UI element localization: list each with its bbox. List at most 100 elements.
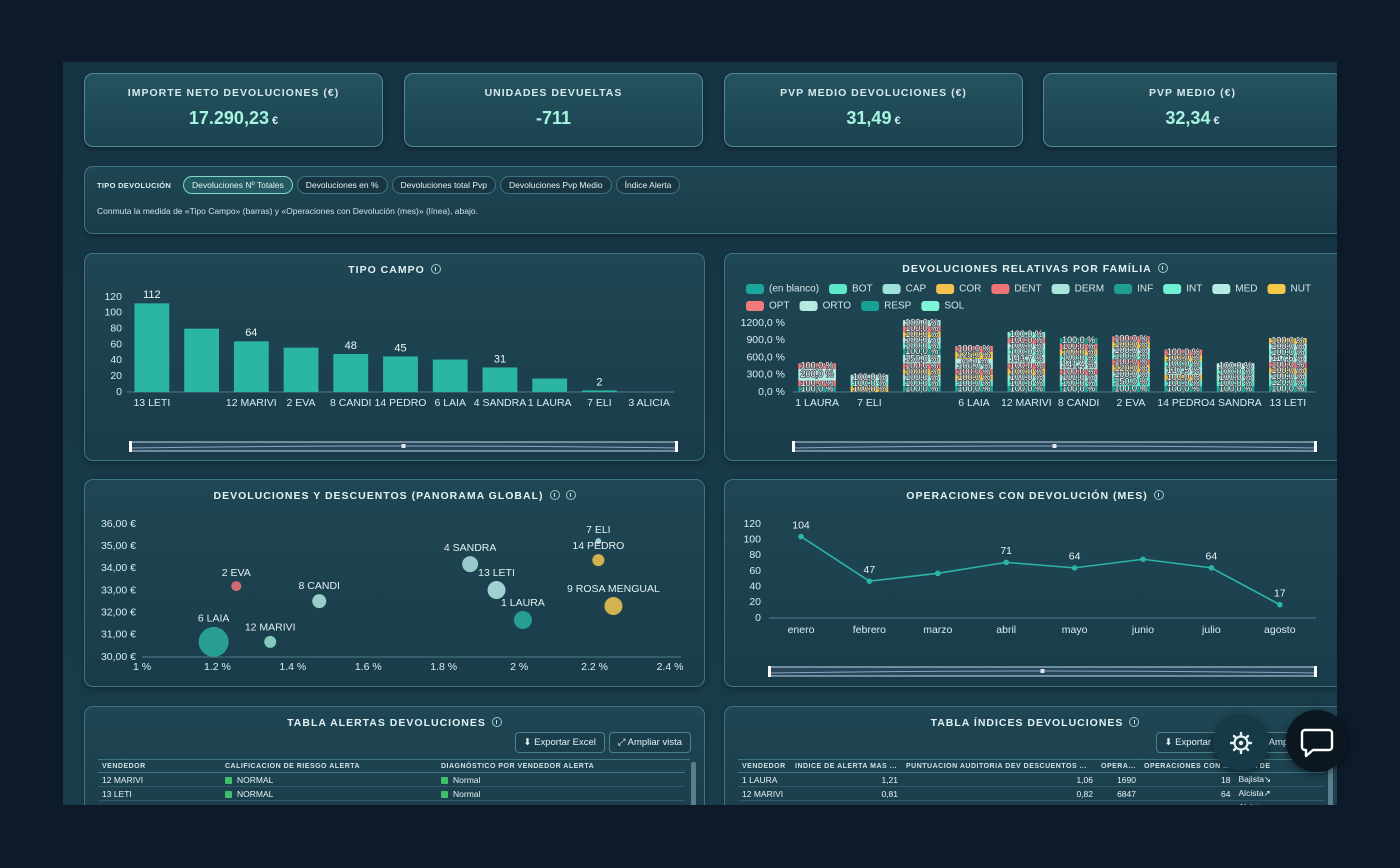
- bar-segment: [902, 348, 941, 355]
- bar-segment: [902, 386, 941, 392]
- table-cell: NORMAL: [221, 800, 437, 805]
- bar-segment: [798, 363, 836, 369]
- table-row[interactable]: 1 LAURA 1,21 1,06 1690 18 Bajista↘: [738, 772, 1325, 787]
- bar-segment: [850, 386, 889, 392]
- chart-panel: DEVOLUCIONES RELATIVAS POR FAMÍLIA 0,0 %…: [724, 253, 1337, 461]
- x-tick-label: 13 LETI: [1269, 397, 1306, 409]
- filter-option[interactable]: Devoluciones en %: [296, 176, 388, 194]
- bar-segment: [902, 354, 941, 364]
- cell-text: 12 MARIVI: [102, 774, 144, 785]
- filter-option[interactable]: Devoluciones Pvp Medio: [500, 176, 612, 194]
- data-table: VENDEDOR CALIFICACION DE RIESGO ALERTA DIA…: [98, 760, 685, 805]
- info-icon[interactable]: [1157, 263, 1168, 273]
- info-icon[interactable]: [1153, 490, 1164, 500]
- zoom-handle[interactable]: [675, 441, 678, 452]
- data-label: 137,5 %: [1167, 365, 1200, 375]
- bar-segment: [1112, 353, 1150, 360]
- bar-segment: [902, 343, 941, 349]
- legend-item[interactable]: COR: [936, 284, 981, 295]
- x-tick-label: 3 ALICIA: [628, 397, 669, 409]
- table-row[interactable]: 2 EVA NORMAL Normal: [98, 800, 685, 805]
- data-label: 100,0 %: [905, 317, 938, 327]
- x-tick-label: 14 PEDRO: [1157, 397, 1209, 409]
- bar-segment: [1269, 343, 1307, 350]
- x-tick-label: 1.6 %: [355, 661, 382, 673]
- data-label: 100,0 %: [801, 361, 834, 371]
- legend-item[interactable]: MED: [1212, 284, 1258, 295]
- legend-item[interactable]: CAP: [882, 284, 927, 295]
- filter-option[interactable]: Índice Alerta: [615, 176, 681, 194]
- data-label: 2: [596, 376, 602, 388]
- line-point: [1071, 565, 1078, 571]
- info-icon[interactable]: [549, 490, 560, 500]
- bar-segment: [902, 325, 941, 332]
- info-icon[interactable]: [1129, 717, 1140, 727]
- filter-option[interactable]: Devoluciones total Pvp: [391, 176, 497, 194]
- kpi-label: UNIDADES DEVUELTAS: [484, 87, 623, 99]
- table-row[interactable]: 12 MARIVI NORMAL Normal: [98, 772, 685, 787]
- legend-swatch: [882, 284, 901, 294]
- y-tick-label: 32,00 €: [101, 606, 136, 618]
- table-row[interactable]: 13 LETI NORMAL Normal: [98, 786, 685, 801]
- zoom-handle[interactable]: [768, 666, 771, 677]
- kpi-card: PVP MEDIO DEVOLUCIONES (€) 31,49 €: [724, 73, 1023, 147]
- legend-item[interactable]: (en blanco): [746, 284, 819, 295]
- bar-segment: [1007, 337, 1046, 344]
- legend-item[interactable]: SOL: [921, 301, 965, 312]
- action-button[interactable]: ⬇ Exportar Excel: [514, 732, 605, 753]
- legend-item[interactable]: DENT: [991, 284, 1042, 295]
- table-row[interactable]: 13 LETI 1,16 1,05 7904 112 Alcista↗: [738, 800, 1325, 806]
- x-tick-label: 1.8 %: [430, 661, 457, 673]
- legend-item[interactable]: INT: [1163, 284, 1202, 295]
- bar-segment: [1007, 343, 1046, 350]
- table-row[interactable]: 12 MARIVI 0,81 0,82 6847 64 Alcista↗: [738, 786, 1325, 801]
- data-label: 100,0 %: [958, 384, 991, 394]
- chat-button[interactable]: [1286, 710, 1348, 772]
- bar-segment: [1112, 371, 1150, 378]
- point-label: 7 ELI: [586, 524, 611, 536]
- table-cell: 64: [1140, 786, 1235, 801]
- legend-item[interactable]: OPT: [746, 301, 790, 312]
- y-tick-label: 900,0 %: [746, 334, 785, 346]
- info-icon[interactable]: [565, 490, 576, 500]
- table-cell: 0,82: [902, 786, 1097, 801]
- cell-text: 1,16: [881, 803, 898, 806]
- panel-title: DEVOLUCIONES Y DESCUENTOS (PANORAMA GLOB…: [85, 490, 704, 502]
- cell-text: 18: [1221, 774, 1231, 785]
- scrollbar[interactable]: [691, 762, 696, 805]
- column-header: OPERA...: [1097, 760, 1140, 773]
- info-icon[interactable]: [491, 717, 502, 727]
- zoom-handle[interactable]: [129, 441, 132, 452]
- table-body: 1 LAURA 1,21 1,06 1690 18 Bajista↘ 12 MARIVI 0,…: [738, 772, 1325, 806]
- action-button[interactable]: ⤢ Ampliar vista: [608, 732, 691, 753]
- zoom-handle[interactable]: [1314, 441, 1317, 452]
- data-label: 100,0 %: [1271, 384, 1304, 394]
- bar-segment: [1164, 355, 1203, 362]
- legend-item[interactable]: RESP: [861, 301, 912, 312]
- y-tick-label: 0: [755, 612, 761, 624]
- bar-segment: [902, 380, 941, 387]
- bar-segment: [902, 374, 941, 381]
- legend-item[interactable]: NUT: [1267, 284, 1312, 295]
- zoom-handle[interactable]: [792, 441, 795, 452]
- legend-item[interactable]: BOT: [829, 284, 873, 295]
- kpi-number: 17.290,23: [188, 108, 269, 128]
- x-tick-label: marzo: [923, 624, 952, 636]
- legend-item[interactable]: DERM: [1051, 284, 1104, 295]
- y-tick-label: 100: [743, 533, 761, 545]
- scrollbar[interactable]: [1328, 762, 1333, 805]
- zoom-handle[interactable]: [1314, 666, 1317, 677]
- bar-segment: [1269, 373, 1307, 380]
- kpi-value: -711: [405, 108, 702, 129]
- filter-option[interactable]: Devoluciones Nº Totales: [183, 176, 293, 194]
- check-icon: [441, 776, 448, 784]
- y-tick-label: 34,00 €: [101, 562, 136, 574]
- x-tick-label: 4 SANDRA: [1209, 397, 1262, 409]
- settings-button[interactable]: [1213, 715, 1269, 771]
- legend-item[interactable]: INF: [1114, 284, 1153, 295]
- data-label: 100,0 %: [1010, 361, 1043, 371]
- info-icon[interactable]: [430, 264, 441, 274]
- legend-item[interactable]: ORTO: [799, 301, 852, 312]
- data-label: 100,0 %: [905, 323, 938, 333]
- chart-title: DEVOLUCIONES RELATIVAS POR FAMÍLIA: [902, 263, 1152, 275]
